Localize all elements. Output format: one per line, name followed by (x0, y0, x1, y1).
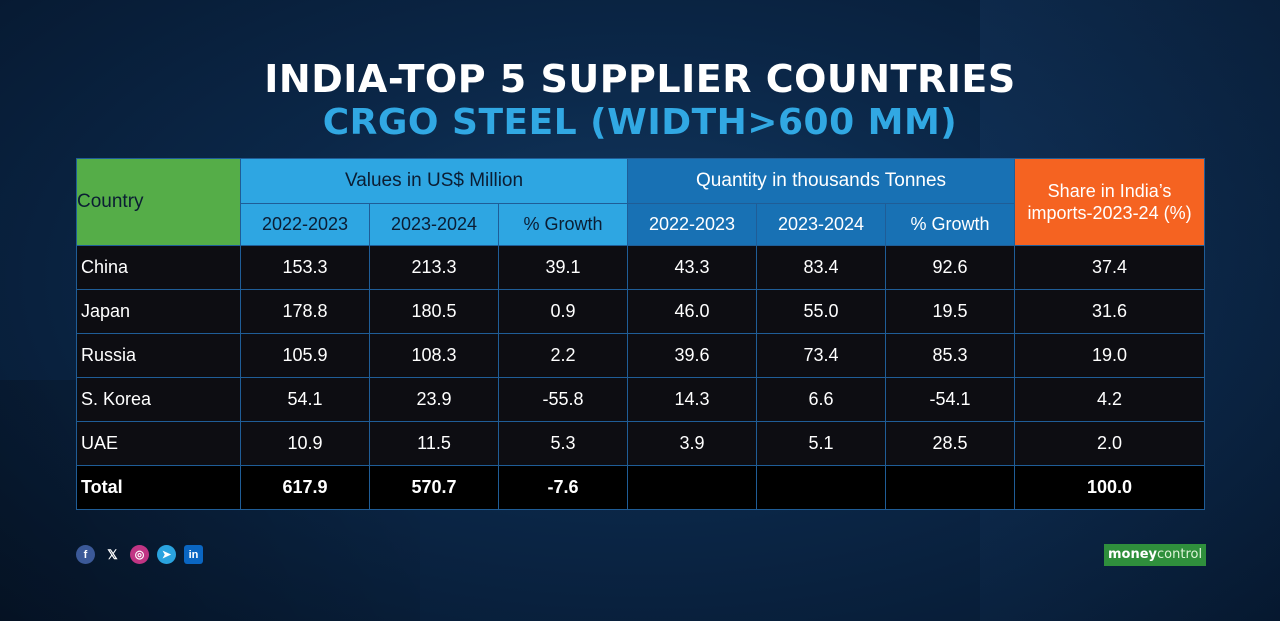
quantity-2022-cell: 43.3 (627, 245, 758, 290)
value-2023-cell: 11.5 (369, 421, 499, 466)
country-cell: Russia (76, 333, 241, 378)
x-icon[interactable]: 𝕏 (107, 546, 118, 562)
quantity-2022-cell: 14.3 (627, 377, 758, 422)
value-2022-cell: 10.9 (240, 421, 370, 466)
value-2022-cell: 54.1 (240, 377, 370, 422)
supplier-table: Country Values in US$ Million Quantity i… (76, 158, 1206, 510)
logo-main-text: money (1108, 547, 1158, 562)
share-cell: 2.0 (1014, 421, 1206, 466)
share-cell: 4.2 (1014, 377, 1206, 422)
value-2023-cell: 180.5 (369, 289, 499, 334)
moneycontrol-logo: moneycontrol (1104, 544, 1207, 566)
quantity-growth-cell: 85.3 (885, 333, 1016, 378)
share-cell: 37.4 (1014, 245, 1206, 290)
values-group-header: Values in US$ Million (239, 158, 629, 204)
facebook-icon[interactable]: f (76, 545, 95, 564)
quantity-growth-cell: -54.1 (885, 377, 1016, 422)
value-2023-header: 2023-2024 (369, 203, 499, 246)
page-subtitle: CRGO STEEL (WIDTH>600 MM) (322, 102, 958, 143)
total-value-2022-cell: 617.9 (240, 465, 370, 510)
total-quantity-2022-cell (627, 465, 758, 510)
logo-accent-text: control (1157, 547, 1203, 562)
total-value-2023-cell: 570.7 (369, 465, 499, 510)
share-column-header: Share in India’s imports-2023-24 (%) (1014, 158, 1206, 246)
quantity-2022-cell: 3.9 (627, 421, 758, 466)
value-2023-cell: 23.9 (369, 377, 499, 422)
total-label-cell: Total (76, 465, 241, 510)
instagram-icon[interactable]: ◎ (130, 545, 149, 564)
total-quantity-2023-cell (756, 465, 887, 510)
country-cell: UAE (76, 421, 241, 466)
total-value-growth-cell: -7.6 (497, 465, 629, 510)
quantity-growth-cell: 28.5 (885, 421, 1016, 466)
value-growth-cell: 39.1 (497, 245, 629, 290)
share-cell: 19.0 (1014, 333, 1206, 378)
quantity-group-header: Quantity in thousands Tonnes (627, 158, 1016, 204)
table-row: Japan 178.8 180.5 0.9 46.0 55.0 19.5 31.… (76, 289, 1206, 334)
country-cell: S. Korea (76, 377, 241, 422)
table-row: Russia 105.9 108.3 2.2 39.6 73.4 85.3 19… (76, 333, 1206, 378)
page-title: INDIA-TOP 5 SUPPLIER COUNTRIES (264, 57, 1016, 101)
country-column-header: Country (76, 158, 241, 246)
quantity-growth-header: % Growth (885, 203, 1016, 246)
value-growth-cell: 0.9 (497, 289, 629, 334)
country-cell: Japan (76, 289, 241, 334)
quantity-2023-cell: 6.6 (756, 377, 887, 422)
total-share-cell: 100.0 (1014, 465, 1206, 510)
quantity-2022-cell: 46.0 (627, 289, 758, 334)
value-growth-header: % Growth (497, 203, 629, 246)
total-row: Total 617.9 570.7 -7.6 100.0 (76, 465, 1206, 510)
quantity-growth-cell: 19.5 (885, 289, 1016, 334)
telegram-icon[interactable]: ➤ (157, 545, 176, 564)
value-2022-cell: 105.9 (240, 333, 370, 378)
social-links: f 𝕏 ◎ ➤ in (76, 545, 203, 564)
value-2023-cell: 108.3 (369, 333, 499, 378)
table-row: UAE 10.9 11.5 5.3 3.9 5.1 28.5 2.0 (76, 421, 1206, 466)
quantity-2022-header: 2022-2023 (627, 203, 758, 246)
value-growth-cell: 5.3 (497, 421, 629, 466)
share-cell: 31.6 (1014, 289, 1206, 334)
quantity-2023-cell: 83.4 (756, 245, 887, 290)
value-growth-cell: 2.2 (497, 333, 629, 378)
quantity-2023-cell: 55.0 (756, 289, 887, 334)
value-2023-cell: 213.3 (369, 245, 499, 290)
table-row: S. Korea 54.1 23.9 -55.8 14.3 6.6 -54.1 … (76, 377, 1206, 422)
table-row: China 153.3 213.3 39.1 43.3 83.4 92.6 37… (76, 245, 1206, 290)
total-quantity-growth-cell (885, 465, 1016, 510)
value-2022-cell: 153.3 (240, 245, 370, 290)
country-cell: China (76, 245, 241, 290)
quantity-2023-cell: 5.1 (756, 421, 887, 466)
quantity-2022-cell: 39.6 (627, 333, 758, 378)
linkedin-icon[interactable]: in (184, 545, 203, 564)
quantity-growth-cell: 92.6 (885, 245, 1016, 290)
value-2022-cell: 178.8 (240, 289, 370, 334)
quantity-2023-header: 2023-2024 (756, 203, 887, 246)
value-2022-header: 2022-2023 (240, 203, 370, 246)
value-growth-cell: -55.8 (497, 377, 629, 422)
quantity-2023-cell: 73.4 (756, 333, 887, 378)
